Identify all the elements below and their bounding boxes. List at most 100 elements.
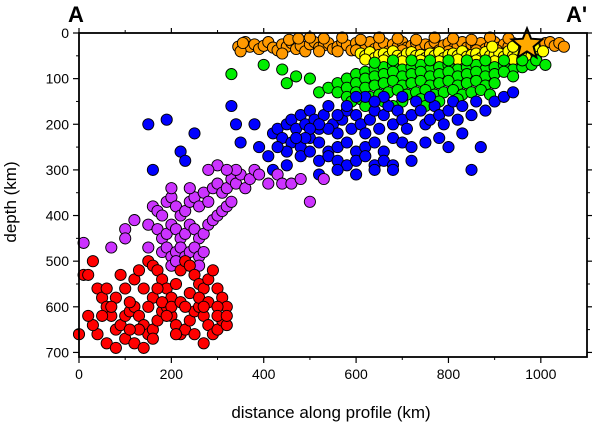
data-point (165, 182, 178, 195)
data-point (507, 86, 520, 99)
data-point (340, 99, 353, 113)
data-point (486, 40, 499, 53)
data-point (414, 104, 427, 117)
data-point (322, 99, 335, 113)
x-tick-label: 400 (252, 366, 276, 382)
data-point (465, 33, 478, 46)
data-point (132, 264, 146, 277)
data-point (169, 328, 183, 341)
y-tick-label: 600 (46, 299, 70, 315)
data-point (179, 154, 192, 167)
data-point (474, 141, 487, 154)
data-point (437, 118, 450, 131)
data-point (373, 31, 386, 44)
data-point (313, 45, 326, 58)
data-point (290, 70, 303, 83)
plot-border (78, 32, 588, 358)
profile-start-label: A (68, 2, 84, 27)
data-point (225, 195, 238, 208)
data-point (262, 150, 275, 163)
star-layer (509, 25, 545, 60)
data-point (479, 54, 492, 67)
data-point (368, 95, 381, 108)
data-point (271, 141, 284, 154)
data-point (146, 332, 159, 345)
data-point (419, 136, 432, 149)
star-marker (509, 25, 545, 60)
data-point (359, 127, 372, 140)
data-point (225, 99, 238, 113)
x-tick-label: 0 (75, 366, 83, 382)
data-point (253, 168, 266, 181)
data-point (276, 63, 289, 76)
data-point (368, 56, 381, 69)
data-point (336, 31, 349, 44)
data-point (142, 241, 155, 254)
data-point (160, 309, 173, 322)
data-point (331, 45, 344, 58)
data-point (303, 145, 316, 158)
y-tick-label: 200 (46, 116, 70, 132)
y-axis-title: depth (km) (1, 161, 20, 242)
data-point (400, 122, 413, 135)
data-point (539, 58, 552, 71)
data-point (262, 177, 275, 190)
y-tick-label: 0 (61, 25, 69, 41)
x-axis-title: distance along profile (km) (231, 403, 430, 422)
data-point (82, 309, 95, 322)
data-point (146, 163, 159, 176)
data-point (405, 154, 418, 167)
y-tick-label: 400 (46, 208, 70, 224)
data-point (396, 90, 409, 103)
data-point (442, 141, 455, 154)
data-point (197, 300, 210, 313)
profile-end-label: A' (566, 2, 587, 27)
data-point (447, 32, 460, 45)
data-point (179, 300, 192, 313)
data-point (142, 300, 155, 313)
data-point (253, 141, 266, 154)
data-point (280, 77, 293, 90)
data-point (354, 33, 367, 46)
data-point (456, 127, 469, 140)
data-point (119, 282, 132, 295)
data-point (303, 195, 316, 208)
data-point (460, 54, 473, 67)
data-point (479, 104, 492, 117)
data-point (220, 309, 233, 322)
y-tick-label: 300 (46, 162, 70, 178)
data-point (105, 300, 118, 313)
data-point (537, 45, 550, 58)
data-point (405, 141, 418, 154)
data-point (188, 127, 201, 140)
data-point (350, 168, 363, 181)
data-point (220, 163, 233, 176)
data-point (151, 282, 164, 295)
data-point (423, 90, 437, 103)
data-point (317, 172, 330, 186)
data-point (100, 282, 113, 295)
data-point (465, 163, 478, 176)
data-point (557, 40, 570, 53)
data-point (294, 172, 307, 186)
data-point (276, 47, 289, 60)
data-point (236, 36, 249, 50)
y-tick-label: 100 (46, 71, 70, 87)
data-point (156, 209, 169, 222)
data-point (456, 99, 469, 113)
data-point (303, 72, 316, 85)
y-tick-label: 500 (46, 253, 70, 269)
data-point (183, 182, 196, 195)
data-point (188, 328, 201, 341)
data-point (137, 341, 150, 354)
data-point (137, 282, 150, 295)
data-point (225, 68, 238, 81)
data-point (197, 337, 210, 350)
x-tick-label: 1000 (525, 366, 556, 382)
data-point (386, 163, 400, 176)
data-point (290, 131, 303, 145)
data-point (202, 195, 215, 208)
data-point (317, 32, 330, 45)
